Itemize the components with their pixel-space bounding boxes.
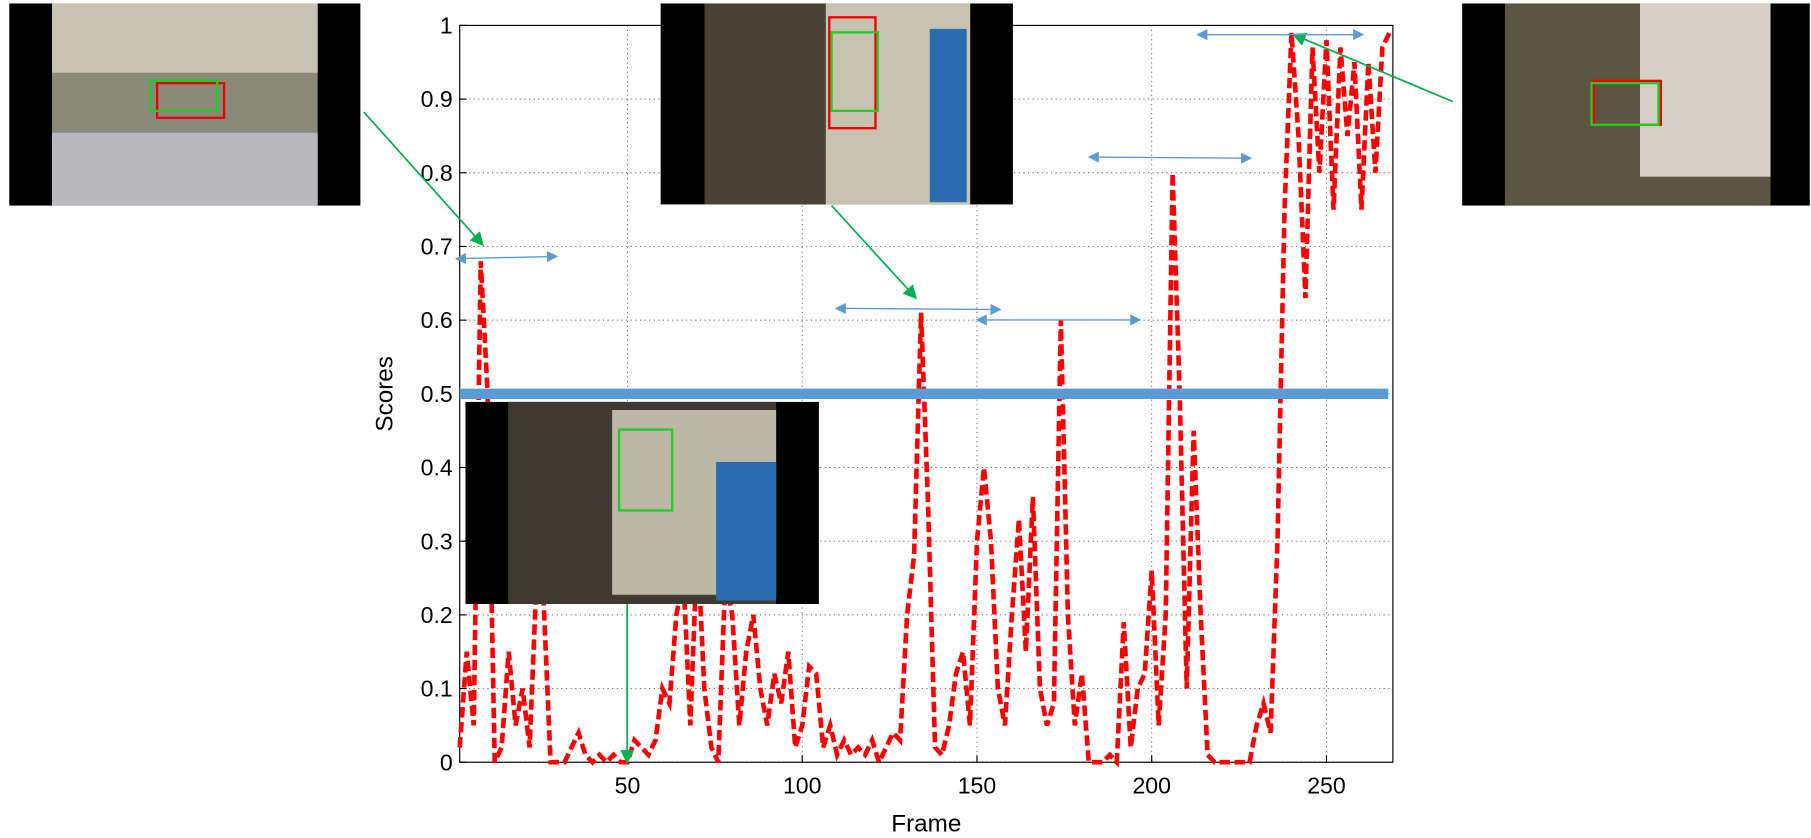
green-arrow xyxy=(363,111,484,247)
y-tick-label: 0.1 xyxy=(421,676,453,702)
y-tick-label: 0 xyxy=(440,749,453,775)
x-axis-label: Frame xyxy=(891,811,961,838)
green-arrow xyxy=(830,204,918,300)
x-tick-label: 200 xyxy=(1132,772,1171,798)
y-tick-label: 0.3 xyxy=(421,528,453,554)
x-tick-label: 250 xyxy=(1307,772,1346,798)
y-tick-label: 0.6 xyxy=(421,307,453,333)
frame-insets xyxy=(9,3,1810,605)
y-tick-label: 0.7 xyxy=(421,234,453,260)
range-arrow xyxy=(834,302,1002,315)
range-arrow xyxy=(1087,151,1253,164)
y-axis-label: Scores xyxy=(372,356,399,431)
annotation-arrows xyxy=(363,29,1454,764)
x-tick-label: 50 xyxy=(615,772,641,798)
y-tick-label: 0.4 xyxy=(421,455,453,481)
inset-frame xyxy=(1462,3,1810,206)
green-arrow xyxy=(1291,32,1454,103)
y-tick-label: 0.5 xyxy=(421,381,453,407)
score-line xyxy=(457,31,1392,769)
x-tick-label: 150 xyxy=(958,772,997,798)
inset-frame xyxy=(660,3,1013,205)
range-arrow xyxy=(454,251,559,265)
y-tick-label: 0.9 xyxy=(421,86,453,112)
x-tick-label: 100 xyxy=(783,772,822,798)
y-tick-label: 0.2 xyxy=(421,602,453,628)
y-tick-label: 1 xyxy=(440,12,453,38)
inset-frame xyxy=(9,3,361,206)
inset-frame xyxy=(465,401,819,605)
